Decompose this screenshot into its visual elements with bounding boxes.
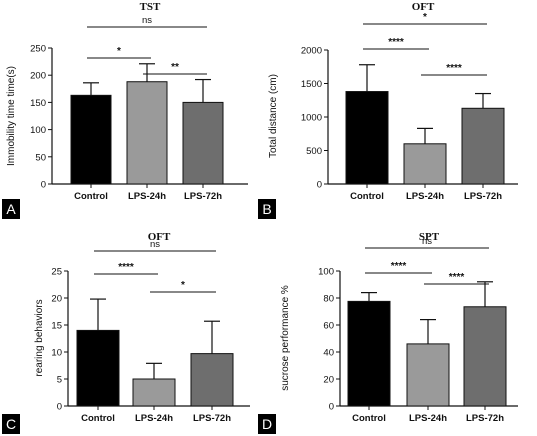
bar-lps-24h (406, 343, 450, 407)
bar-control (76, 329, 120, 407)
bar-control (70, 94, 112, 185)
bar-lps-72h (463, 306, 507, 407)
panel-letter-badge (258, 414, 276, 434)
chart-title: SPT (419, 231, 440, 243)
panel-letter-badge (2, 199, 20, 219)
x-tick-label: Control (74, 191, 108, 202)
y-tick-label: 50 (35, 152, 46, 163)
significance-label: * (181, 280, 185, 291)
bar-lps-72h (461, 107, 505, 185)
y-tick-label: 15 (51, 321, 62, 332)
significance-label: ns (150, 239, 160, 250)
y-tick-label: 100 (318, 267, 334, 278)
y-tick-label: 25 (51, 267, 62, 278)
panel-letter: D (262, 416, 272, 432)
y-tick-label: 60 (323, 321, 334, 332)
significance-label: ** (171, 62, 179, 73)
panel-A: TST Immobility time time(s) 0 50 100 150 200 25… (2, 1, 248, 219)
x-tick-label: LPS-72h (464, 191, 502, 202)
significance-label: **** (446, 63, 462, 74)
x-tick-label: Control (352, 413, 386, 424)
significance-label: **** (388, 37, 404, 48)
y-axis-label: Total distance (cm) (268, 74, 279, 158)
y-tick-label: 1500 (301, 79, 322, 90)
bar-lps-24h (126, 81, 168, 185)
x-tick-label: LPS-72h (466, 413, 504, 424)
x-tick-label: LPS-72h (193, 413, 231, 424)
significance-label: * (423, 12, 427, 23)
x-tick-label: LPS-24h (135, 413, 173, 424)
chart-title: OFT (148, 231, 171, 243)
panel-letter: C (6, 416, 16, 432)
significance-label: **** (118, 262, 134, 273)
panel-letter-badge (2, 414, 20, 434)
chart-title: OFT (412, 1, 435, 13)
chart-title: TST (140, 1, 161, 13)
y-axis-label: rearing behaviors (34, 299, 45, 376)
panel-B: OFT Total distance (cm) 0 500 1000 1500 2000 Co… (258, 1, 518, 219)
significance-label: ns (142, 15, 152, 26)
x-tick-label: LPS-72h (184, 191, 222, 202)
y-tick-label: 200 (30, 71, 46, 82)
panel-letter: B (262, 201, 271, 217)
y-tick-label: 1000 (301, 113, 322, 124)
bar-lps-24h (132, 378, 176, 407)
y-tick-label: 150 (30, 98, 46, 109)
bar-lps-72h (182, 101, 224, 185)
y-tick-label: 10 (51, 348, 62, 359)
panel-C: OFT rearing behaviors 0 5 10 15 20 25 Control LPS… (2, 231, 250, 434)
y-tick-label: 100 (30, 125, 46, 136)
y-tick-label: 80 (323, 294, 334, 305)
y-tick-label: 500 (306, 146, 322, 157)
y-tick-label: 250 (30, 44, 46, 55)
y-tick-label: 2000 (301, 46, 322, 57)
y-tick-label: 20 (51, 294, 62, 305)
y-tick-label: 40 (323, 348, 334, 359)
bar-lps-72h (190, 353, 234, 407)
y-tick-label: 0 (57, 402, 62, 413)
bar-control (347, 300, 391, 407)
y-tick-label: 0 (41, 180, 46, 191)
significance-label: ns (422, 236, 432, 247)
significance-label: **** (449, 272, 465, 283)
bar-control (345, 91, 389, 185)
significance-label: * (117, 46, 121, 57)
panel-letter-badge (258, 199, 276, 219)
bar-lps-24h (403, 143, 447, 185)
x-tick-label: LPS-24h (128, 191, 166, 202)
y-tick-label: 0 (329, 402, 334, 413)
significance-label: **** (391, 261, 407, 272)
y-tick-label: 20 (323, 375, 334, 386)
x-tick-label: LPS-24h (409, 413, 447, 424)
panel-D: SPT sucrose performance % 0 20 40 60 80 100 Cont… (258, 231, 518, 434)
y-tick-label: 5 (57, 375, 62, 386)
x-tick-label: LPS-24h (406, 191, 444, 202)
x-tick-label: Control (350, 191, 384, 202)
y-axis-label: Immobility time time(s) (6, 66, 17, 166)
y-tick-label: 0 (317, 180, 322, 191)
y-axis-label: sucrose performance % (280, 285, 291, 391)
x-tick-label: Control (81, 413, 115, 424)
panel-letter: A (6, 201, 16, 217)
